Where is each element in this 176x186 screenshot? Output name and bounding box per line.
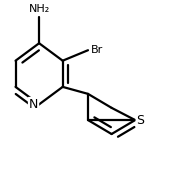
Text: Br: Br bbox=[91, 45, 103, 55]
Text: N: N bbox=[29, 98, 38, 111]
Text: NH₂: NH₂ bbox=[29, 4, 50, 15]
Text: S: S bbox=[137, 114, 144, 126]
